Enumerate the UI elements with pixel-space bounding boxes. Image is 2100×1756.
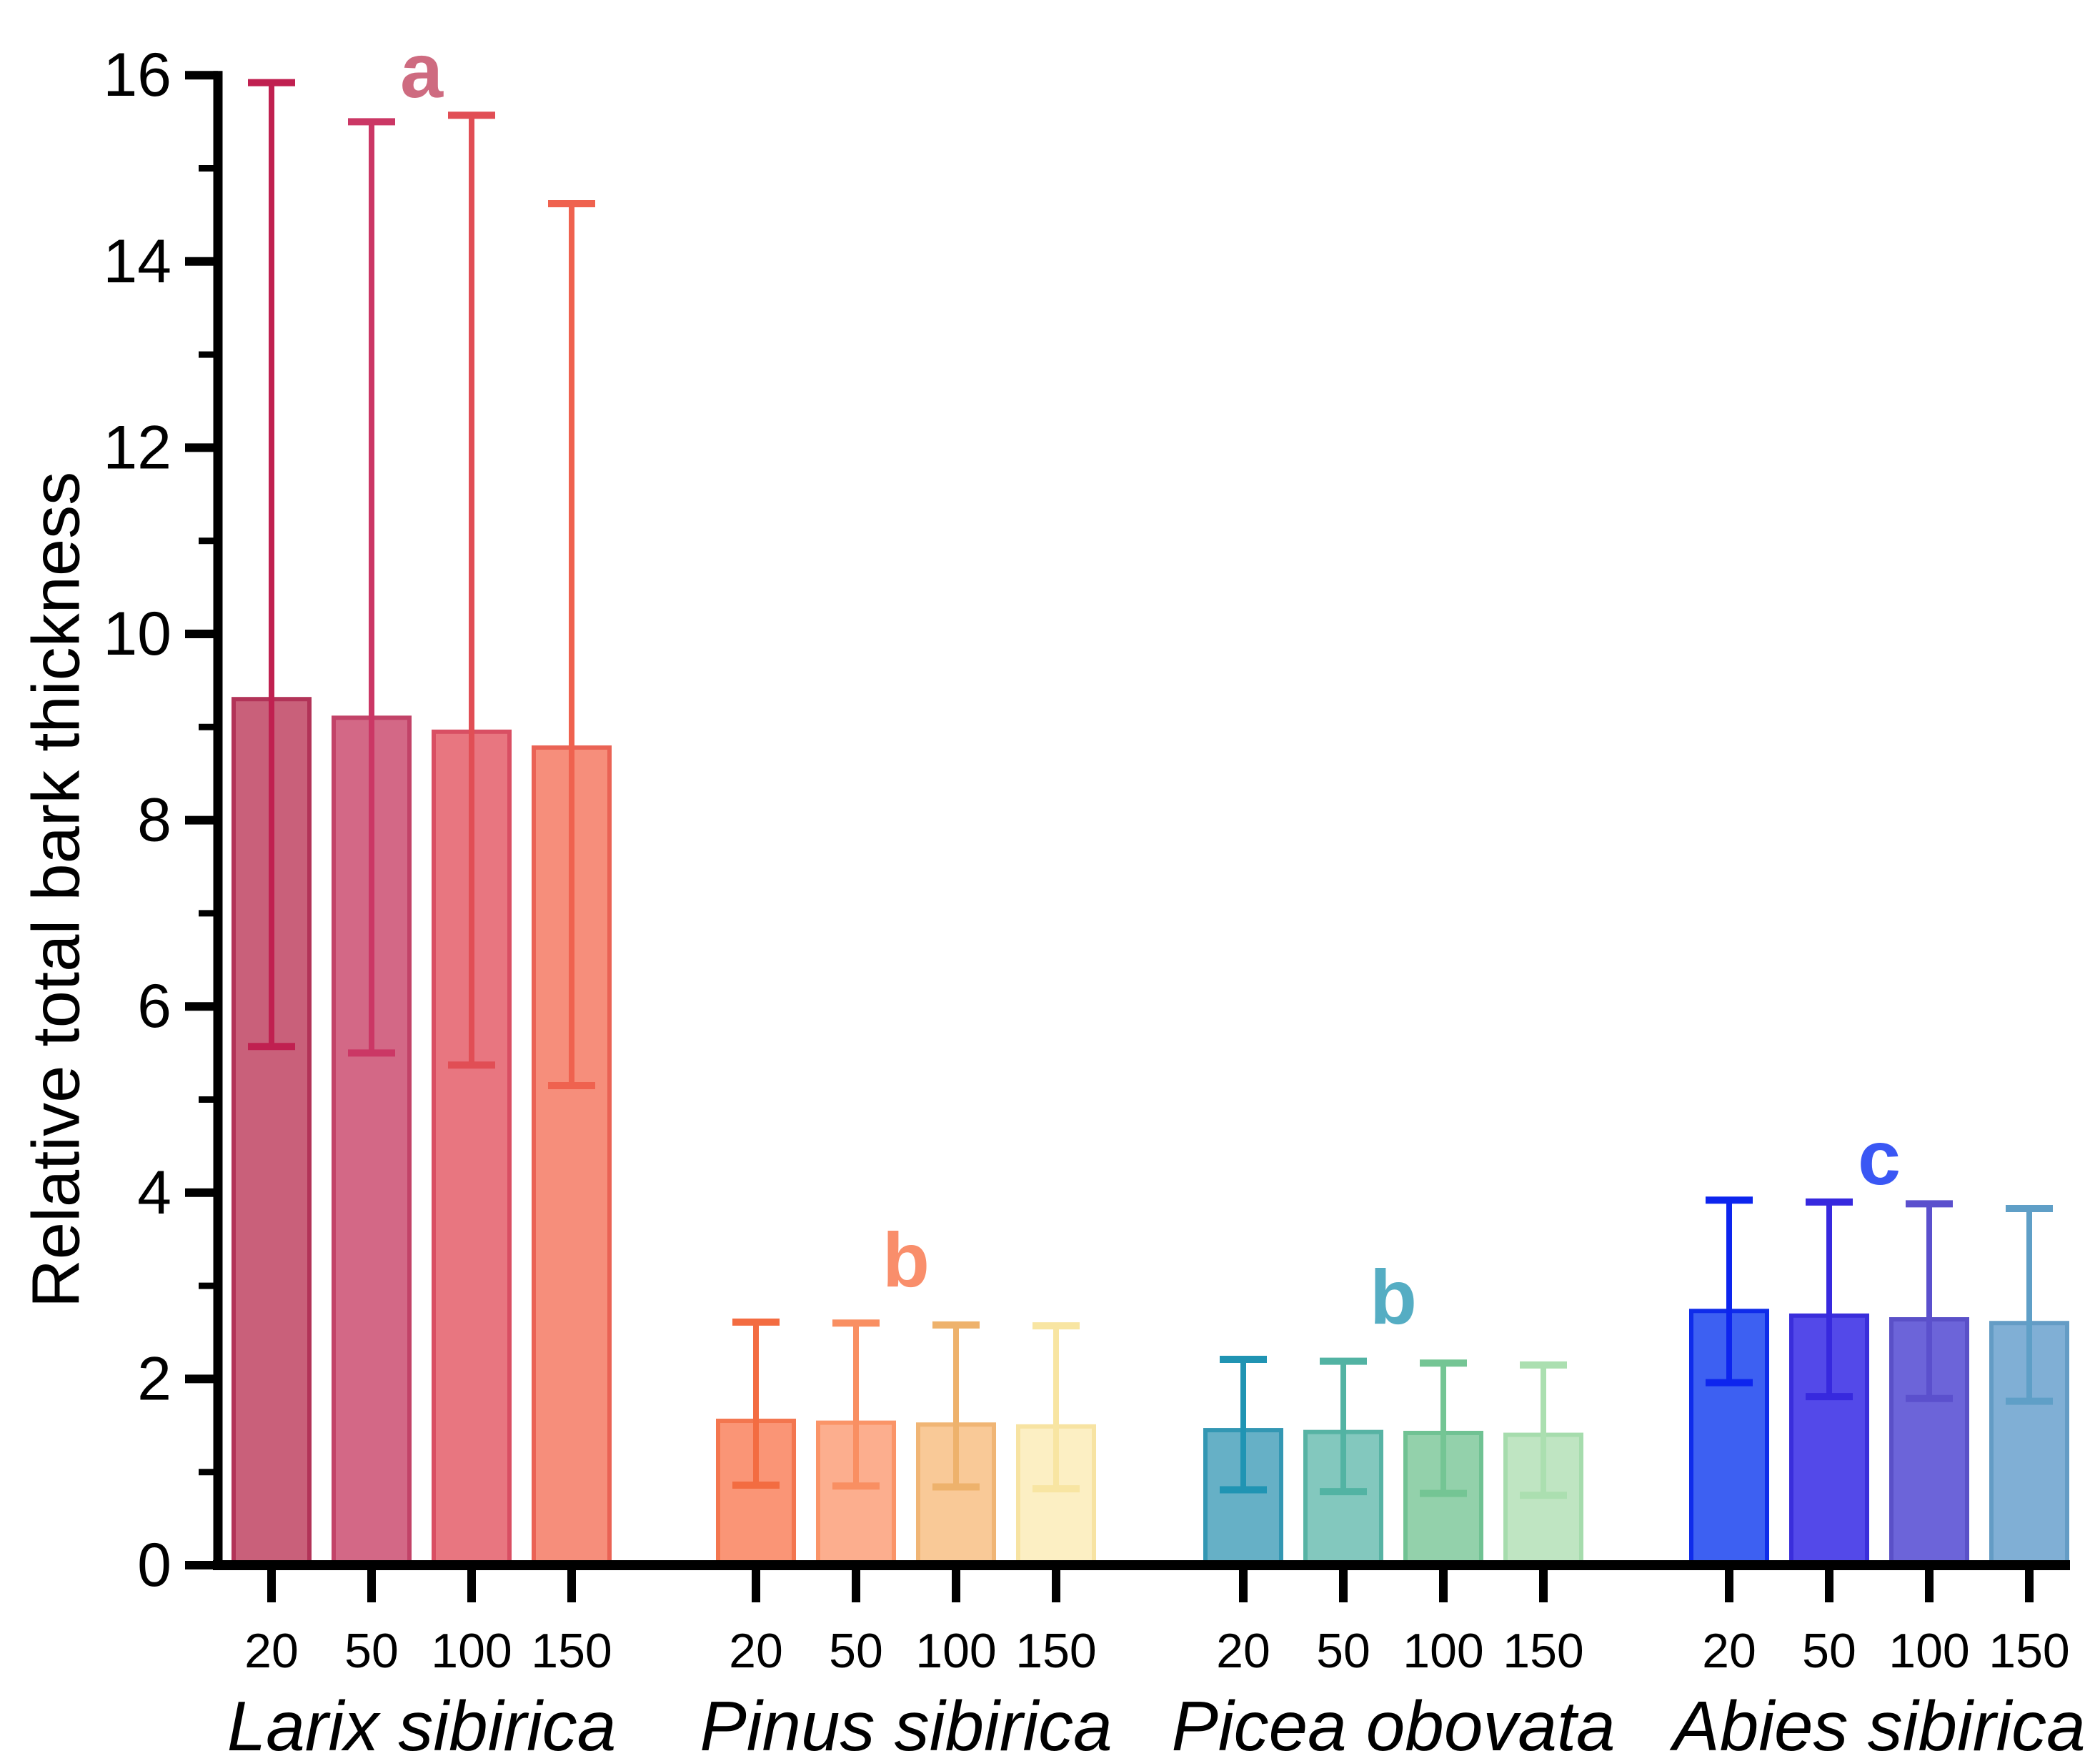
y-tick-label: 10	[103, 600, 171, 668]
x-tick-label-age: 100	[915, 1624, 996, 1678]
x-tick-label-age: 20	[1216, 1624, 1270, 1678]
y-tick-label: 6	[137, 972, 171, 1041]
x-tick-label-age: 50	[1802, 1624, 1856, 1678]
species-label: Picea obovata	[1171, 1687, 1615, 1756]
significance-letter-c: c	[1858, 1114, 1901, 1201]
x-tick-label-age: 150	[1989, 1624, 2069, 1678]
x-tick-label-age: 100	[1403, 1624, 1483, 1678]
species-label: Pinus sibirica	[700, 1687, 1112, 1756]
significance-letter-b: b	[1370, 1254, 1417, 1340]
x-tick-label-age: 50	[829, 1624, 883, 1678]
x-tick-label-age: 20	[1702, 1624, 1756, 1678]
y-axis-title: Relative total bark thickness	[19, 472, 94, 1308]
y-tick-label: 14	[103, 227, 171, 296]
x-tick-label-age: 150	[1503, 1624, 1583, 1678]
x-tick-label-age: 150	[531, 1624, 612, 1678]
x-tick-label-age: 100	[431, 1624, 512, 1678]
x-tick-label-age: 50	[344, 1624, 399, 1678]
x-tick-label-age: 100	[1888, 1624, 1969, 1678]
y-tick-label: 16	[103, 41, 171, 109]
y-tick-label: 2	[137, 1344, 171, 1413]
x-tick-label-age: 20	[729, 1624, 783, 1678]
y-tick-label: 0	[137, 1531, 171, 1599]
y-tick-label: 12	[103, 413, 171, 482]
species-label: Abies sibirica	[1669, 1687, 2085, 1756]
y-tick-label: 4	[137, 1159, 171, 1227]
x-tick-label-age: 50	[1316, 1624, 1370, 1678]
species-label: Larix sibirica	[227, 1687, 617, 1756]
x-tick-label-age: 20	[244, 1624, 299, 1678]
significance-letter-b: b	[882, 1216, 930, 1303]
y-tick-label: 8	[137, 786, 171, 855]
x-tick-label-age: 150	[1015, 1624, 1096, 1678]
significance-letter-a: a	[400, 27, 444, 114]
